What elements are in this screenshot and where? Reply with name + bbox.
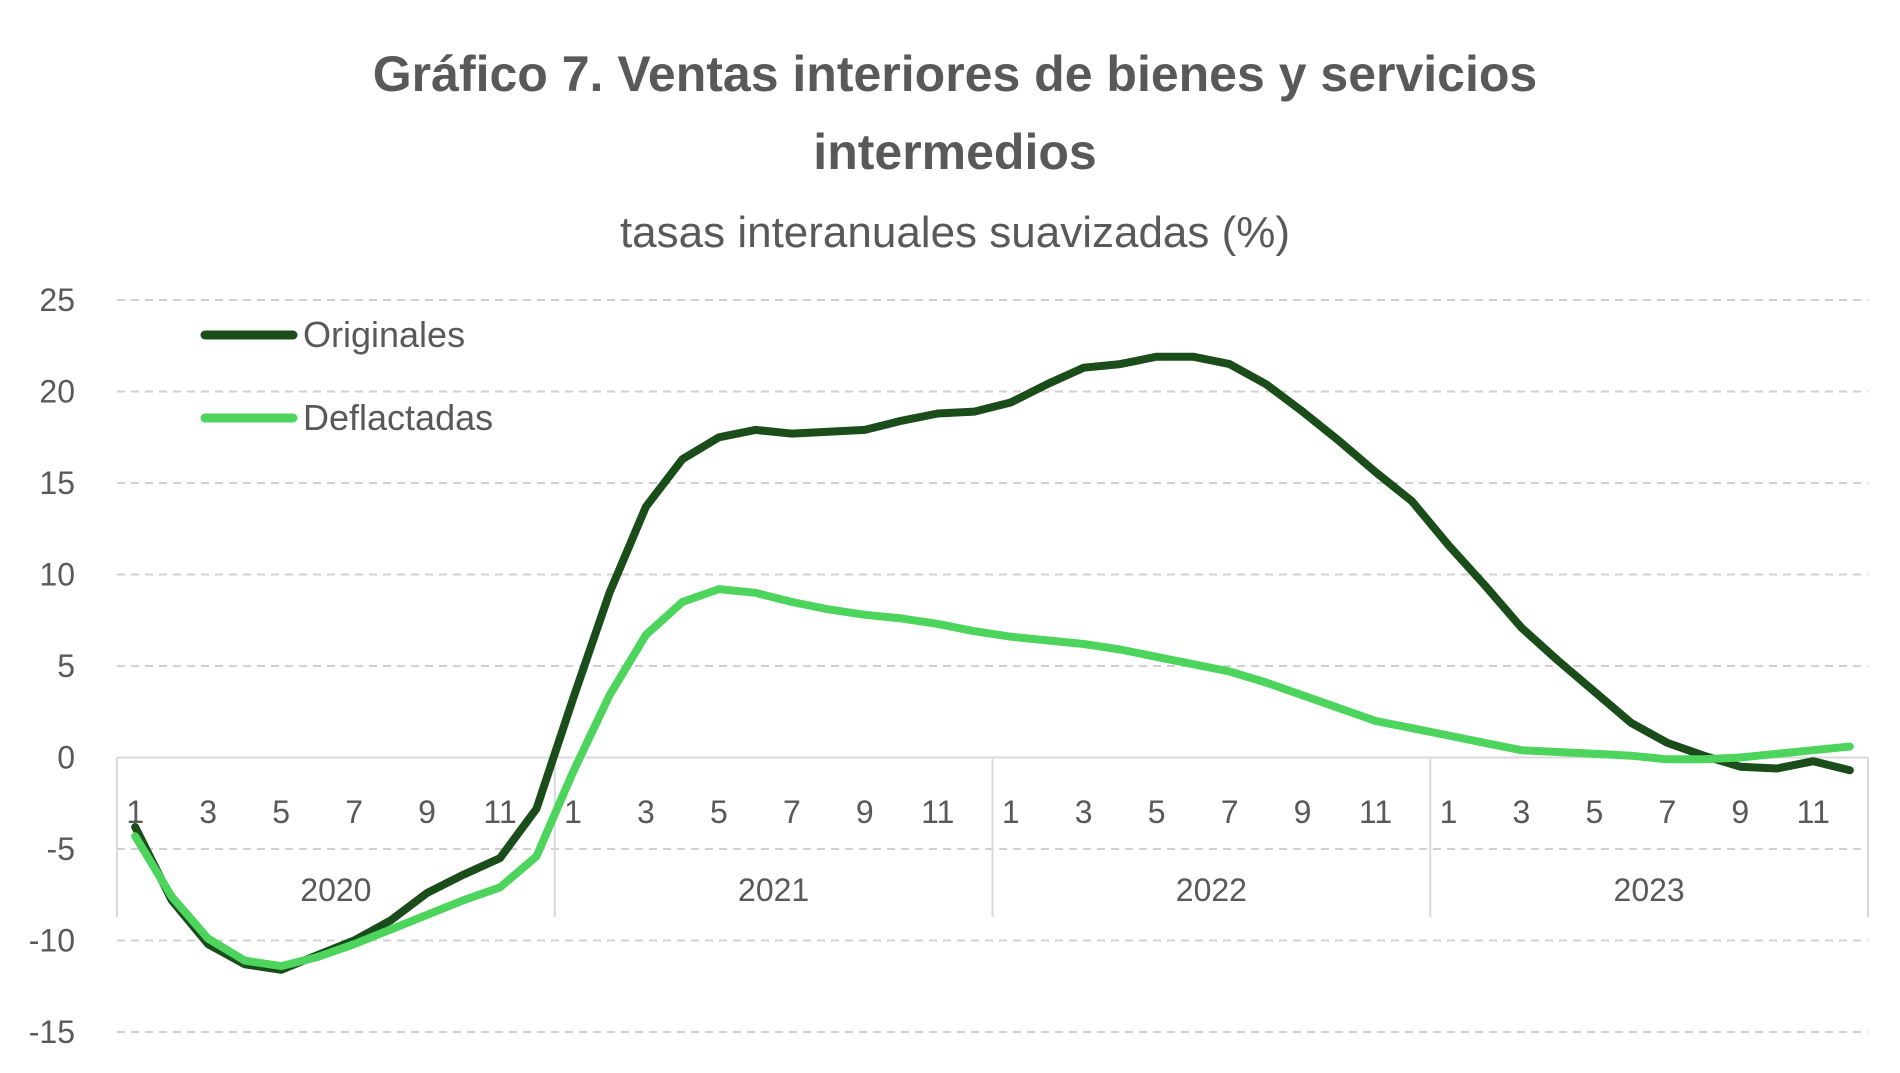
month-tick-label: 1 (1002, 794, 1020, 830)
year-label: 2023 (1614, 872, 1685, 908)
y-tick-label: 15 (39, 465, 75, 501)
chart-title-line1: Gráfico 7. Ventas interiores de bienes y… (373, 46, 1537, 102)
month-tick-label: 5 (1586, 794, 1604, 830)
month-tick-label: 1 (1440, 794, 1458, 830)
month-tick-label: 11 (483, 794, 516, 830)
month-tick-label: 3 (1513, 794, 1531, 830)
y-tick-label: 25 (39, 282, 75, 318)
legend: Originales Deflactadas (200, 314, 493, 438)
year-label: 2021 (738, 872, 809, 908)
chart-title-line2: intermedios (813, 124, 1096, 180)
month-tick-label: 9 (418, 794, 436, 830)
series-line-deflactadas (131, 585, 1854, 971)
month-tick-label: 3 (199, 794, 217, 830)
month-tick-label: 9 (1294, 794, 1312, 830)
y-tick-label: -15 (29, 1014, 75, 1050)
grid-layer (117, 299, 1868, 1033)
legend-label-deflactadas: Deflactadas (303, 397, 493, 438)
month-tick-label: 7 (345, 794, 363, 830)
legend-label-originales: Originales (303, 314, 465, 355)
month-tick-label: 9 (1731, 794, 1749, 830)
y-tick-label: 0 (57, 740, 75, 776)
y-tick-label: 5 (57, 648, 75, 684)
series-layer (131, 352, 1854, 974)
month-tick-label: 5 (710, 794, 728, 830)
y-tick-label: 20 (39, 374, 75, 410)
month-tick-label: 5 (272, 794, 290, 830)
y-tick-label: 10 (39, 557, 75, 593)
month-tick-label: 7 (1658, 794, 1676, 830)
month-tick-label: 1 (564, 794, 582, 830)
series-line-originales (131, 352, 1854, 974)
month-tick-label: 11 (921, 794, 954, 830)
month-tick-label: 7 (1221, 794, 1239, 830)
month-tick-label: 3 (1075, 794, 1093, 830)
month-tick-label: 1 (126, 794, 144, 830)
month-tick-label: 7 (783, 794, 801, 830)
month-tick-label: 9 (856, 794, 874, 830)
y-tick-label: -10 (29, 923, 75, 959)
y-tick-label: -5 (47, 831, 75, 867)
year-label: 2022 (1176, 872, 1247, 908)
year-label: 2020 (300, 872, 371, 908)
month-tick-label: 11 (1797, 794, 1830, 830)
chart-subtitle: tasas interanuales suavizadas (%) (620, 208, 1290, 257)
month-tick-label: 5 (1148, 794, 1166, 830)
month-tick-label: 11 (1359, 794, 1392, 830)
month-tick-label: 3 (637, 794, 655, 830)
